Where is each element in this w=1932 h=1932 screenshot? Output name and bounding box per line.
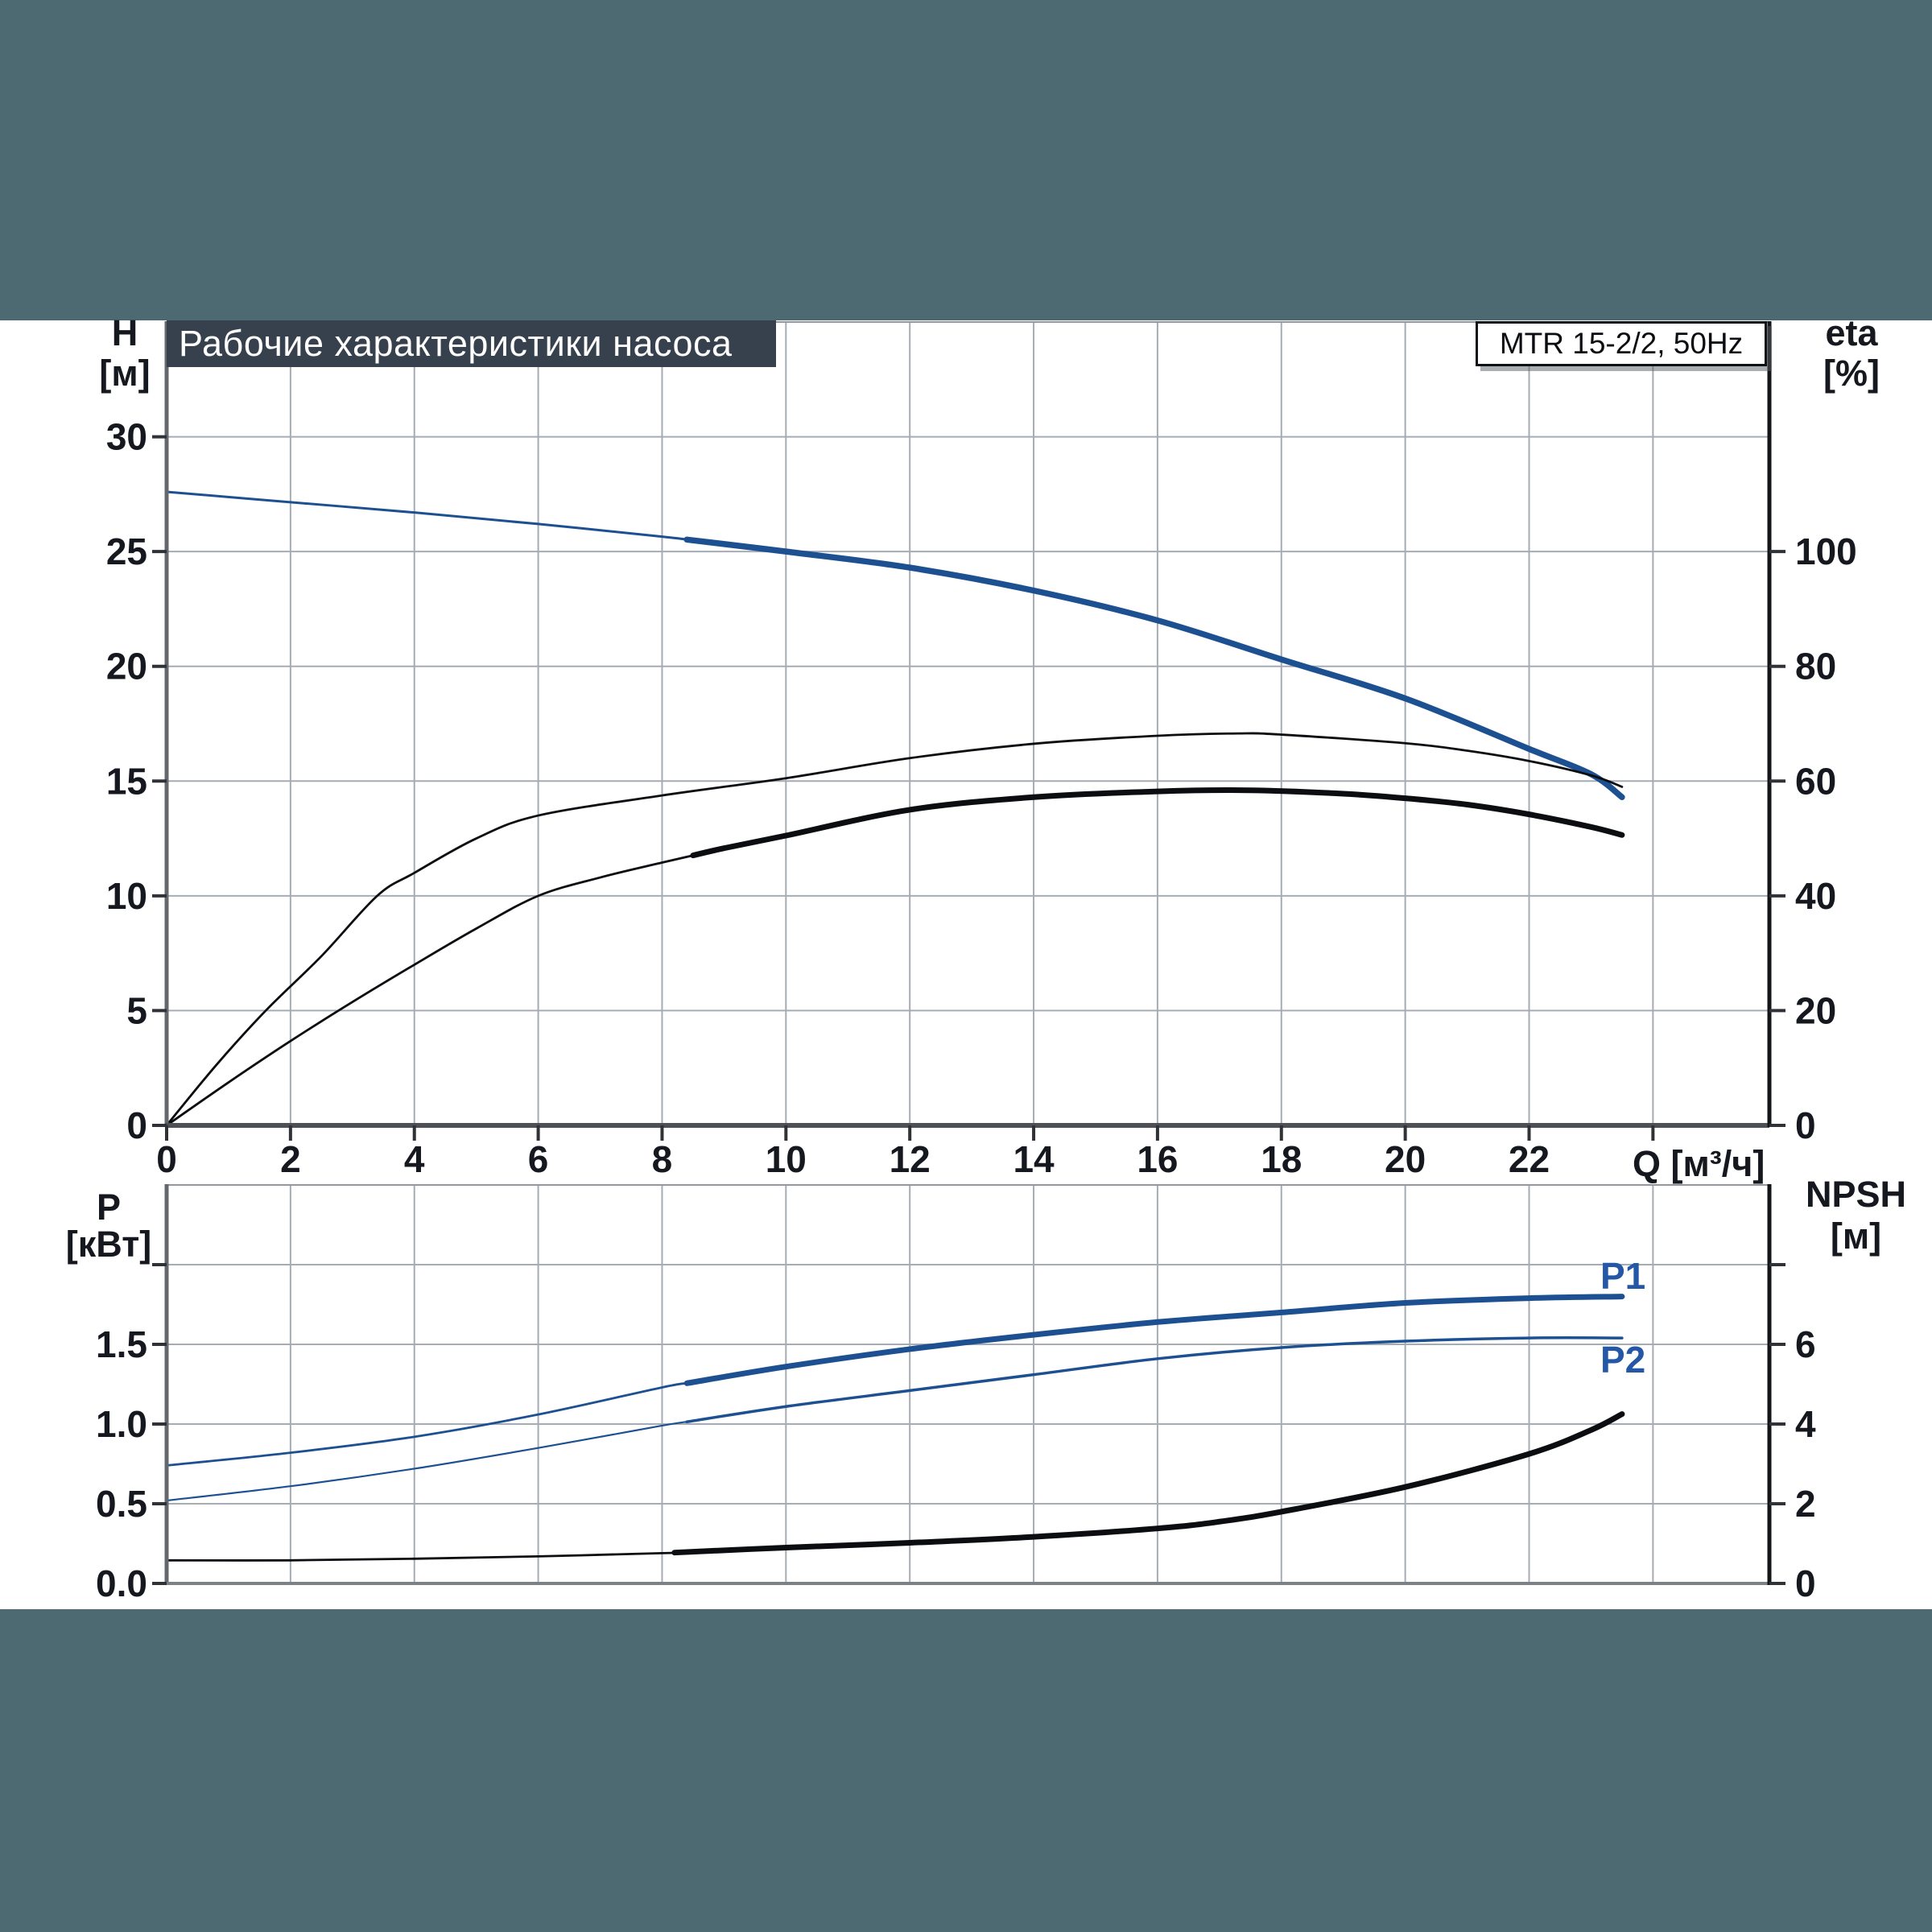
y-right-tick-label: 100 <box>1795 530 1857 572</box>
y-left-tick-label: 0.5 <box>96 1483 147 1525</box>
y-left-tick-label: 15 <box>106 760 147 802</box>
p1-series-label: P1 <box>1600 1255 1646 1297</box>
y-left-tick-label: 30 <box>106 416 147 458</box>
y-left-tick-label: 5 <box>126 989 147 1031</box>
h-axis-unit: [м] <box>99 353 151 394</box>
x-tick-label: 0 <box>156 1138 177 1180</box>
y-left-tick-label: 1.5 <box>96 1323 147 1365</box>
y-left-tick-label: 10 <box>106 875 147 917</box>
page-title: Рабочие характеристики насоса <box>167 320 776 367</box>
axis-ticks: 0.0 0.5 1.0 1.5 0 2 4 6 <box>96 1263 1816 1604</box>
y-left-tick-label: 1.0 <box>96 1403 147 1445</box>
npsh-axis-label: NPSH <box>1805 1174 1907 1215</box>
p-axis-unit: [кВт] <box>65 1224 152 1265</box>
x-tick-label: 22 <box>1509 1138 1550 1180</box>
content-area <box>0 320 1932 1609</box>
x-tick-label: 20 <box>1385 1138 1426 1180</box>
gridlines <box>167 322 1769 1125</box>
y-right-tick-label: 4 <box>1795 1403 1816 1445</box>
q-axis-label: Q [м³/ч] <box>1633 1143 1765 1184</box>
y-right-tick-label: 60 <box>1795 760 1836 802</box>
npsh-axis-unit: [м] <box>1830 1216 1882 1257</box>
chart-performance: 0 5 10 15 20 25 30 0 20 40 60 80 100 0 2 4 6 8 10 12 14 16 18 2… <box>106 321 1857 1180</box>
x-tick-label: 8 <box>652 1138 673 1180</box>
eta-axis-unit: [%] <box>1823 353 1880 394</box>
x-tick-label: 4 <box>404 1138 425 1180</box>
p2-series-label: P2 <box>1600 1339 1646 1381</box>
y-right-tick-label: 6 <box>1795 1323 1816 1365</box>
pump-model-badge: MTR 15-2/2, 50Hz <box>1476 321 1767 366</box>
y-left-tick-label: 0 <box>126 1104 147 1146</box>
x-tick-label: 14 <box>1013 1138 1055 1180</box>
y-right-tick-label: 2 <box>1795 1483 1816 1525</box>
series-P1 <box>165 1294 1625 1467</box>
series-eta2 <box>165 787 1625 1127</box>
y-left-tick-label: 25 <box>106 530 147 572</box>
y-right-tick-label: 0 <box>1795 1563 1816 1604</box>
h-axis-label: H <box>111 312 138 353</box>
x-tick-label: 12 <box>890 1138 931 1180</box>
y-right-tick-label: 80 <box>1795 646 1836 687</box>
series-eta1 <box>165 732 1624 1127</box>
chart-power_npsh: 0.0 0.5 1.0 1.5 0 2 4 6 <box>96 1184 1816 1604</box>
series-H <box>165 490 1625 800</box>
series-P2 <box>165 1336 1624 1502</box>
y-left-tick-label: 0.0 <box>96 1563 147 1604</box>
x-tick-label: 10 <box>766 1138 807 1180</box>
plot-frame <box>164 1184 1772 1585</box>
y-right-tick-label: 0 <box>1795 1104 1816 1146</box>
x-tick-label: 6 <box>528 1138 549 1180</box>
y-right-tick-label: 20 <box>1795 989 1836 1031</box>
axis-ticks: 0 5 10 15 20 25 30 0 20 40 60 80 100 0 2 4 6 8 10 12 14 16 18 2… <box>106 416 1857 1180</box>
y-right-tick-label: 40 <box>1795 875 1836 917</box>
series-NPSH <box>165 1411 1625 1562</box>
x-tick-label: 2 <box>280 1138 301 1180</box>
eta-axis-label: eta <box>1825 312 1878 353</box>
x-tick-label: 16 <box>1137 1138 1178 1180</box>
x-tick-label: 18 <box>1261 1138 1302 1180</box>
y-left-tick-label: 20 <box>106 646 147 687</box>
p-axis-label: P <box>96 1187 121 1228</box>
